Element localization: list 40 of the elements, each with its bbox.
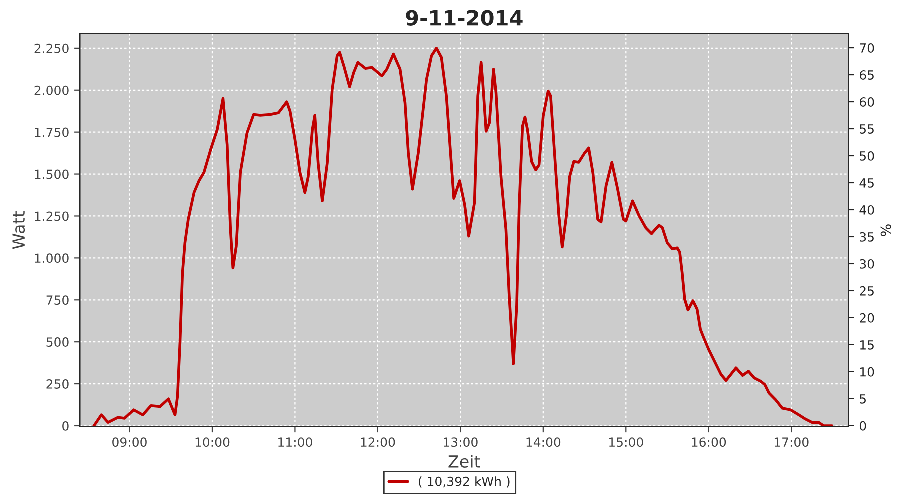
y2-tick-label: 10 — [860, 367, 874, 377]
y-tick-label: 2.000 — [34, 86, 69, 96]
y-tick-label: 1.000 — [35, 254, 69, 264]
y2-tick-label: 60 — [860, 97, 874, 107]
y-tick-label: 1.250 — [35, 212, 69, 222]
y-tick-label: 250 — [46, 380, 69, 389]
y2-tick-label: 55 — [860, 124, 874, 134]
x-tick-label: 12:00 — [361, 438, 396, 448]
x-tick-label: 13:00 — [444, 438, 478, 448]
y-tick-label: 0 — [62, 421, 69, 431]
y2-tick-label: 70 — [860, 44, 874, 53]
y2-axis-title: % — [880, 224, 892, 236]
y2-tick-label: 5 — [860, 394, 866, 404]
y2-tick-label: 45 — [860, 178, 874, 188]
y-tick-label: 750 — [46, 296, 69, 306]
y2-tick-label: 35 — [860, 232, 874, 242]
y2-tick-label: 30 — [860, 259, 874, 269]
y-tick-label: 2.250 — [34, 44, 69, 54]
y2-tick-label: 15 — [860, 340, 874, 350]
y2-tick-label: 20 — [860, 313, 874, 323]
y-tick-label: 1.500 — [35, 170, 69, 180]
x-tick-label: 17:00 — [774, 438, 809, 448]
x-axis-title: Zeit — [448, 455, 480, 468]
y2-tick-label: 40 — [860, 205, 874, 215]
y2-tick-label: 25 — [860, 286, 874, 296]
y-tick-label: 500 — [46, 338, 69, 348]
x-tick-label: 15:00 — [610, 438, 644, 448]
y-axis-title: Watt — [12, 212, 26, 250]
x-tick-label: 10:00 — [196, 438, 230, 448]
y2-tick-label: 65 — [860, 70, 874, 80]
x-tick-label: 14:00 — [526, 438, 561, 448]
line-series — [92, 47, 834, 427]
legend-label: ( 10,392 kWh ) — [418, 476, 510, 488]
y2-tick-label: 50 — [860, 151, 874, 161]
x-tick-label: 11:00 — [278, 438, 312, 448]
chart-title: 9-11-2014 — [406, 10, 523, 26]
y2-tick-label: 0 — [860, 421, 866, 431]
y-tick-label: 1.750 — [35, 128, 69, 138]
x-tick-label: 09:00 — [112, 438, 147, 448]
x-tick-label: 16:00 — [692, 438, 726, 448]
